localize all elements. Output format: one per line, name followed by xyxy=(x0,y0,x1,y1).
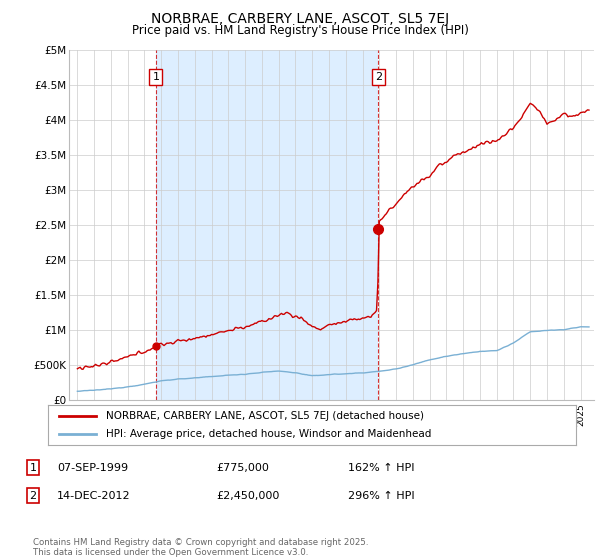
Text: 296% ↑ HPI: 296% ↑ HPI xyxy=(348,491,415,501)
Text: HPI: Average price, detached house, Windsor and Maidenhead: HPI: Average price, detached house, Wind… xyxy=(106,430,431,439)
Bar xyxy=(156,50,379,400)
Text: £2,450,000: £2,450,000 xyxy=(216,491,280,501)
Text: £775,000: £775,000 xyxy=(216,463,269,473)
Text: 162% ↑ HPI: 162% ↑ HPI xyxy=(348,463,415,473)
Text: 07-SEP-1999: 07-SEP-1999 xyxy=(57,463,128,473)
Text: 1: 1 xyxy=(152,72,160,82)
Text: 2: 2 xyxy=(29,491,37,501)
Text: Contains HM Land Registry data © Crown copyright and database right 2025.
This d: Contains HM Land Registry data © Crown c… xyxy=(33,538,368,557)
Text: 1: 1 xyxy=(29,463,37,473)
Text: NORBRAE, CARBERY LANE, ASCOT, SL5 7EJ: NORBRAE, CARBERY LANE, ASCOT, SL5 7EJ xyxy=(151,12,449,26)
Text: 14-DEC-2012: 14-DEC-2012 xyxy=(57,491,131,501)
Text: NORBRAE, CARBERY LANE, ASCOT, SL5 7EJ (detached house): NORBRAE, CARBERY LANE, ASCOT, SL5 7EJ (d… xyxy=(106,411,424,421)
Text: Price paid vs. HM Land Registry's House Price Index (HPI): Price paid vs. HM Land Registry's House … xyxy=(131,24,469,36)
Text: 2: 2 xyxy=(375,72,382,82)
